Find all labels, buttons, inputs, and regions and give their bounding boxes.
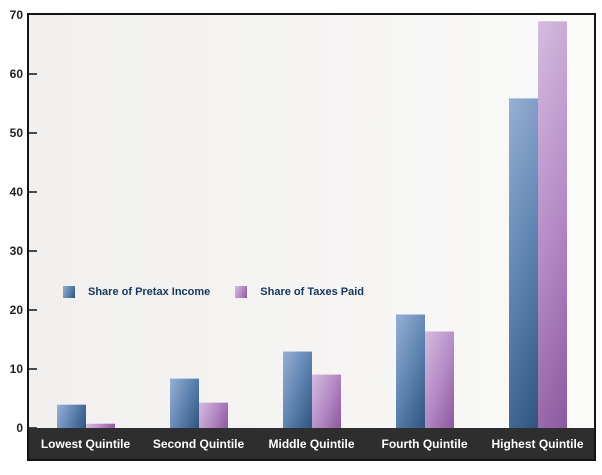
y-tick-mark xyxy=(29,368,37,370)
bars-container xyxy=(29,15,594,428)
legend-label-pretax-income: Share of Pretax Income xyxy=(88,286,211,298)
legend-item-taxes-paid: Share of Taxes Paid xyxy=(235,286,364,298)
bar-share-of-pretax-income-middle-quintile xyxy=(282,351,312,428)
y-tick-mark xyxy=(29,73,37,75)
x-axis-label-middle-quintile: Middle Quintile xyxy=(268,436,355,451)
y-axis-label: 10 xyxy=(9,362,23,376)
x-axis-label-fourth-quintile: Fourth Quintile xyxy=(381,436,468,451)
bar-share-of-taxes-paid-lowest-quintile xyxy=(85,423,115,428)
y-axis-label: 50 xyxy=(9,126,23,140)
bar-group-middle-quintile xyxy=(255,15,368,428)
y-axis-label: 70 xyxy=(9,8,23,22)
bar-share-of-pretax-income-second-quintile xyxy=(169,378,199,428)
bar-share-of-pretax-income-lowest-quintile xyxy=(56,404,86,428)
plot-area: Share of Pretax Income Share of Taxes Pa… xyxy=(27,13,596,461)
bar-share-of-taxes-paid-highest-quintile xyxy=(537,21,567,428)
bar-share-of-taxes-paid-middle-quintile xyxy=(311,374,341,428)
x-axis-label-lowest-quintile: Lowest Quintile xyxy=(40,436,131,451)
y-axis-label: 30 xyxy=(9,244,23,258)
y-axis-label: 60 xyxy=(9,67,23,81)
bar-share-of-taxes-paid-second-quintile xyxy=(198,402,228,428)
legend-item-pretax-income: Share of Pretax Income xyxy=(63,286,210,298)
legend-swatch-pretax-income-icon xyxy=(63,286,75,298)
y-tick-mark xyxy=(29,309,37,311)
y-tick-mark xyxy=(29,250,37,252)
y-axis-label: 0 xyxy=(16,421,23,435)
legend: Share of Pretax Income Share of Taxes Pa… xyxy=(63,286,364,298)
bar-group-fourth-quintile xyxy=(368,15,481,428)
y-tick-mark xyxy=(29,132,37,134)
x-axis-label-highest-quintile: Highest Quintile xyxy=(491,436,584,451)
x-axis-label-second-quintile: Second Quintile xyxy=(152,436,245,451)
y-axis-label: 40 xyxy=(9,185,23,199)
bar-share-of-pretax-income-highest-quintile xyxy=(508,98,538,428)
bar-group-second-quintile xyxy=(142,15,255,428)
bar-share-of-pretax-income-fourth-quintile xyxy=(395,314,425,428)
y-tick-mark xyxy=(29,191,37,193)
x-axis-band: Lowest Quintile Second Quintile Middle Qui… xyxy=(29,428,594,459)
bar-group-lowest-quintile xyxy=(29,15,142,428)
legend-swatch-taxes-paid-icon xyxy=(235,286,248,298)
y-axis-label: 20 xyxy=(9,303,23,317)
legend-label-taxes-paid: Share of Taxes Paid xyxy=(260,286,365,298)
bar-group-highest-quintile xyxy=(481,15,594,428)
bar-share-of-taxes-paid-fourth-quintile xyxy=(424,331,454,428)
